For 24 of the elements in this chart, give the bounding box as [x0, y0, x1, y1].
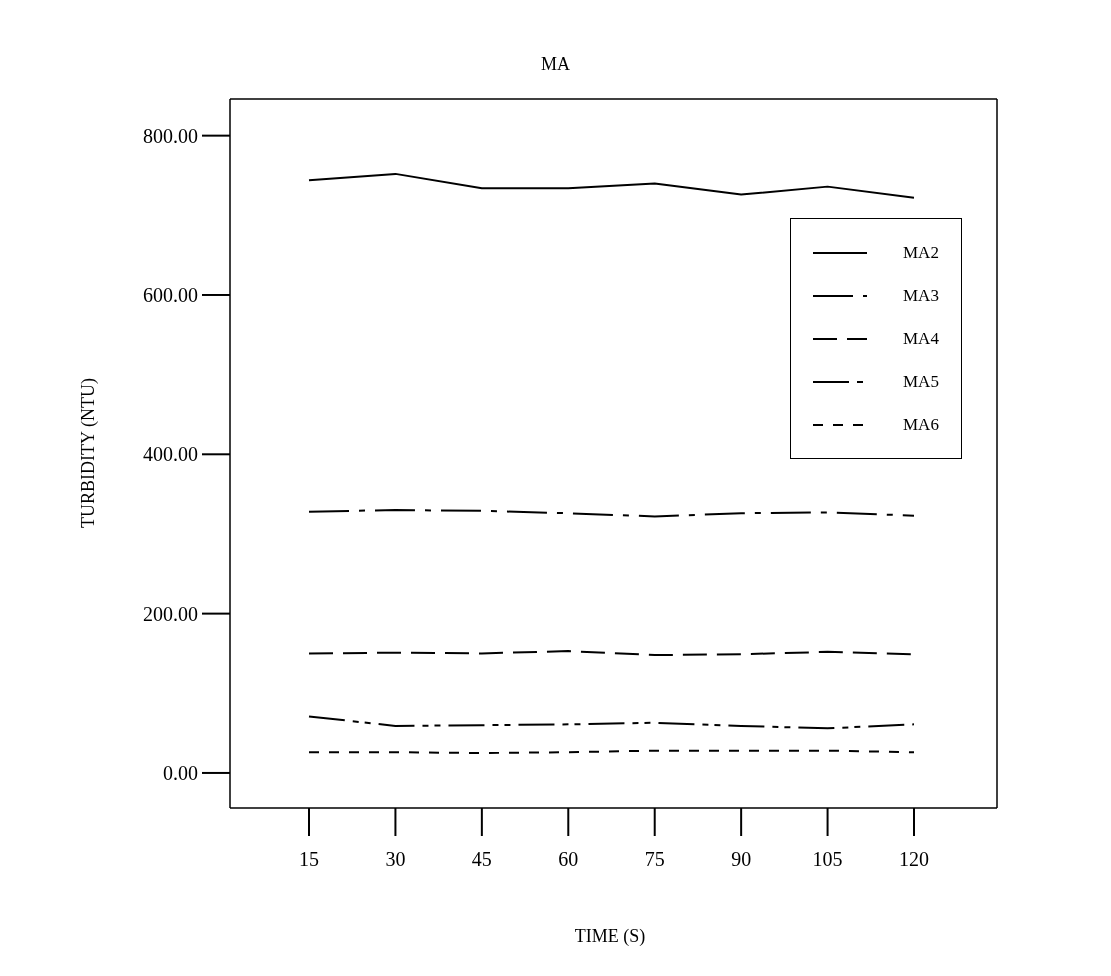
x-axis-title: TIME (S)	[573, 926, 647, 947]
y-tick-label: 600.00	[143, 284, 198, 307]
x-tick-label: 120	[899, 848, 929, 871]
legend-label: MA3	[903, 285, 939, 306]
y-tick-label: 200.00	[143, 602, 198, 625]
x-tick-label: 75	[644, 848, 665, 871]
x-tick-label: 60	[558, 848, 579, 871]
x-tick-label: 105	[812, 848, 843, 871]
line-series	[308, 172, 915, 199]
y-tick-label: 0.00	[163, 762, 198, 785]
line-series	[308, 509, 915, 518]
y-tick-label: 400.00	[143, 443, 198, 466]
x-tick-label: 30	[385, 848, 406, 871]
chart-title: MA	[540, 54, 571, 75]
legend-label: MA5	[903, 371, 939, 392]
legend-label: MA4	[903, 328, 939, 349]
y-tick-label: 800.00	[143, 124, 198, 147]
line-series	[308, 715, 915, 730]
legend-label: MA6	[903, 414, 939, 435]
legend-label: MA2	[903, 242, 939, 263]
y-axis-title: TURBIDITY (NTU)	[77, 378, 99, 528]
x-tick-label: 90	[731, 848, 752, 871]
x-tick-label: 45	[471, 848, 492, 871]
x-tick-label: 15	[299, 848, 319, 871]
